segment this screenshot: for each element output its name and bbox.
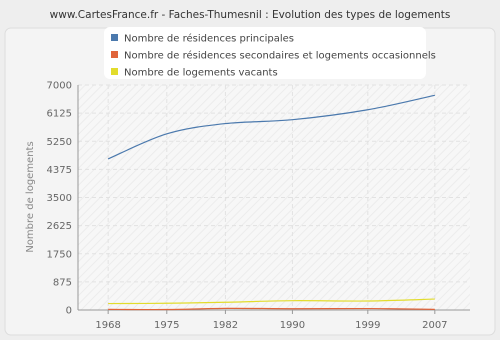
y-tick-label: 875: [53, 277, 72, 288]
x-tick-label: 1999: [355, 320, 380, 331]
legend-swatch: [111, 68, 118, 75]
chart-title: www.CartesFrance.fr - Faches-Thumesnil :…: [50, 9, 451, 21]
y-tick-label: 0: [66, 306, 72, 317]
series-line: [108, 298, 435, 305]
y-tick-label: 5250: [47, 137, 72, 148]
y-tick-label: 2625: [47, 221, 72, 232]
series-line: [107, 94, 435, 160]
y-tick-label: 4375: [47, 165, 72, 176]
y-tick-label: 6125: [47, 109, 72, 120]
legend-label: Nombre de résidences secondaires et loge…: [124, 50, 436, 62]
y-tick-label: 7000: [47, 81, 72, 92]
y-tick-label: 1750: [47, 249, 72, 260]
legend: [104, 27, 426, 79]
series-line: [108, 307, 435, 311]
legend-swatch: [111, 34, 118, 41]
x-tick-label: 2007: [422, 320, 447, 331]
x-tick-label: 1990: [280, 320, 305, 331]
y-axis-label: Nombre de logements: [25, 141, 36, 252]
legend-label: Nombre de résidences principales: [124, 33, 294, 45]
x-tick-label: 1975: [154, 320, 179, 331]
x-tick-label: 1968: [95, 320, 120, 331]
y-tick-label: 3500: [47, 193, 72, 204]
legend-swatch: [111, 51, 118, 58]
x-tick-label: 1982: [213, 320, 238, 331]
legend-label: Nombre de logements vacants: [124, 68, 278, 79]
